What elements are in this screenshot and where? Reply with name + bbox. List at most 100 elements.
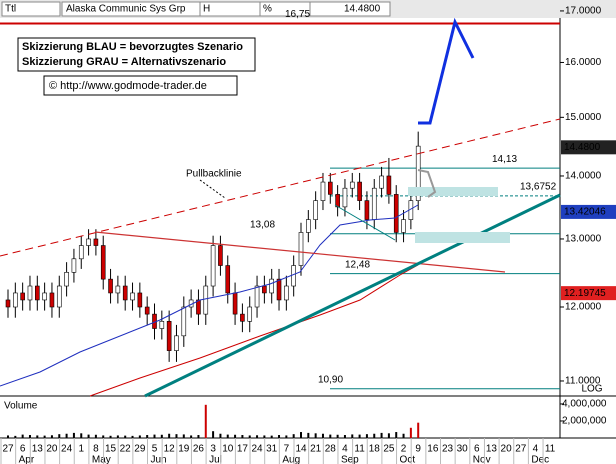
moving-average bbox=[0, 204, 419, 387]
candle-body bbox=[401, 219, 406, 233]
price-tag-label: 14.4800 bbox=[564, 142, 601, 153]
candle-body bbox=[298, 232, 304, 266]
volume-bar bbox=[358, 434, 361, 438]
candle-body bbox=[71, 258, 77, 273]
candle-body bbox=[56, 285, 62, 308]
volume-bar bbox=[373, 433, 376, 438]
level-label: 14,13 bbox=[492, 154, 517, 165]
volume-bar bbox=[263, 435, 266, 438]
x-tick-label: 20 bbox=[501, 444, 513, 455]
x-tick-label: 28 bbox=[325, 444, 337, 455]
x-tick-label: 27 bbox=[2, 444, 14, 455]
candle-body bbox=[166, 320, 172, 351]
candle-body bbox=[306, 219, 311, 233]
legend-text: Skizzierung BLAU = bevorzugtes Szenario bbox=[22, 41, 243, 53]
url-box bbox=[43, 75, 238, 96]
candle-body bbox=[42, 292, 47, 301]
volume-bar bbox=[387, 433, 390, 438]
candle-body bbox=[49, 292, 55, 308]
level-label: 12,48 bbox=[345, 259, 370, 270]
url-text: © http://www.godmode-trader.de bbox=[49, 80, 207, 92]
volume-bar bbox=[153, 434, 156, 438]
candle-body bbox=[320, 181, 326, 201]
volume-bar bbox=[116, 435, 119, 438]
x-tick-label: 3 bbox=[210, 444, 216, 455]
x-tick-label: 6 bbox=[474, 444, 480, 455]
x-tick-label: 12 bbox=[164, 444, 176, 455]
volume-bar bbox=[138, 435, 141, 438]
volume-bar bbox=[329, 434, 332, 438]
candle-body bbox=[108, 278, 113, 294]
volume-bar bbox=[321, 433, 324, 438]
candle-body bbox=[64, 272, 69, 287]
x-tick-label: 22 bbox=[120, 444, 132, 455]
volume-bar bbox=[343, 435, 346, 438]
volume-bar bbox=[365, 434, 368, 438]
candle-body bbox=[93, 238, 99, 246]
volume-bar bbox=[160, 434, 163, 438]
x-tick-label: 16 bbox=[427, 444, 439, 455]
volume-bar bbox=[197, 435, 200, 438]
candle-body bbox=[210, 245, 216, 287]
month-label: May bbox=[92, 455, 111, 464]
zone bbox=[415, 232, 510, 243]
y-tick-label: 16.0000 bbox=[565, 57, 602, 68]
month-label: Jul bbox=[209, 455, 222, 464]
x-tick-label: 4 bbox=[342, 444, 348, 455]
x-tick-label: 5 bbox=[152, 444, 158, 455]
header-name: Alaska Communic Sys Grp bbox=[66, 4, 186, 15]
x-tick-label: 11 bbox=[545, 444, 556, 455]
candle-body bbox=[342, 187, 348, 208]
volume-bar bbox=[72, 432, 75, 438]
price-tag bbox=[561, 286, 616, 301]
x-tick-label: 15 bbox=[105, 444, 117, 455]
x-tick-label: 7 bbox=[284, 444, 290, 455]
x-tick-label: 4 bbox=[533, 444, 539, 455]
x-tick-label: 17 bbox=[237, 444, 249, 455]
candle-body bbox=[276, 278, 282, 301]
volume-bar bbox=[7, 435, 9, 438]
candle-body bbox=[144, 306, 150, 315]
field bbox=[309, 1, 391, 17]
x-tick-label: 18 bbox=[369, 444, 381, 455]
candle-body bbox=[218, 245, 223, 266]
volume-bar bbox=[190, 435, 193, 438]
x-tick-label: 13 bbox=[486, 444, 498, 455]
volume-bar bbox=[80, 433, 83, 438]
candle-body bbox=[225, 265, 231, 294]
scenario-blue bbox=[418, 17, 475, 125]
y-tick-label: 15.0000 bbox=[565, 112, 602, 123]
month-label: Nov bbox=[473, 455, 491, 464]
price-tag bbox=[561, 140, 616, 155]
candle-body bbox=[247, 306, 253, 322]
volume-bar bbox=[65, 433, 68, 438]
volume-bar bbox=[102, 435, 105, 438]
candle-body bbox=[122, 285, 128, 301]
candle-body bbox=[393, 194, 399, 233]
x-tick-label: 25 bbox=[383, 444, 395, 455]
candle-body bbox=[262, 285, 267, 294]
header-field: % bbox=[263, 4, 272, 15]
volume-bar bbox=[43, 435, 46, 438]
candle-body bbox=[335, 194, 340, 208]
candle-body bbox=[371, 187, 377, 220]
volume-bar bbox=[270, 435, 273, 438]
volume-bar bbox=[241, 435, 244, 438]
candle-body bbox=[34, 285, 40, 301]
volume-bar bbox=[380, 432, 383, 438]
x-tick-label: 26 bbox=[193, 444, 205, 455]
candle-body bbox=[364, 200, 370, 220]
candle-body bbox=[232, 292, 238, 315]
level-label: 13,08 bbox=[250, 219, 275, 230]
candle-body bbox=[159, 320, 165, 329]
candle-body bbox=[327, 181, 333, 195]
volume-bar bbox=[146, 435, 149, 438]
volume-bar bbox=[351, 434, 354, 438]
x-tick-label: 14 bbox=[295, 444, 307, 455]
trend-line bbox=[334, 204, 396, 241]
x-tick-label: 31 bbox=[266, 444, 278, 455]
annotation: Pullbacklinie bbox=[186, 169, 242, 180]
level-label: 10,90 bbox=[318, 374, 343, 385]
legend-text: Skizzierung GRAU = Alternativszenario bbox=[22, 56, 226, 68]
y-tick-label: 13.0000 bbox=[565, 234, 602, 245]
